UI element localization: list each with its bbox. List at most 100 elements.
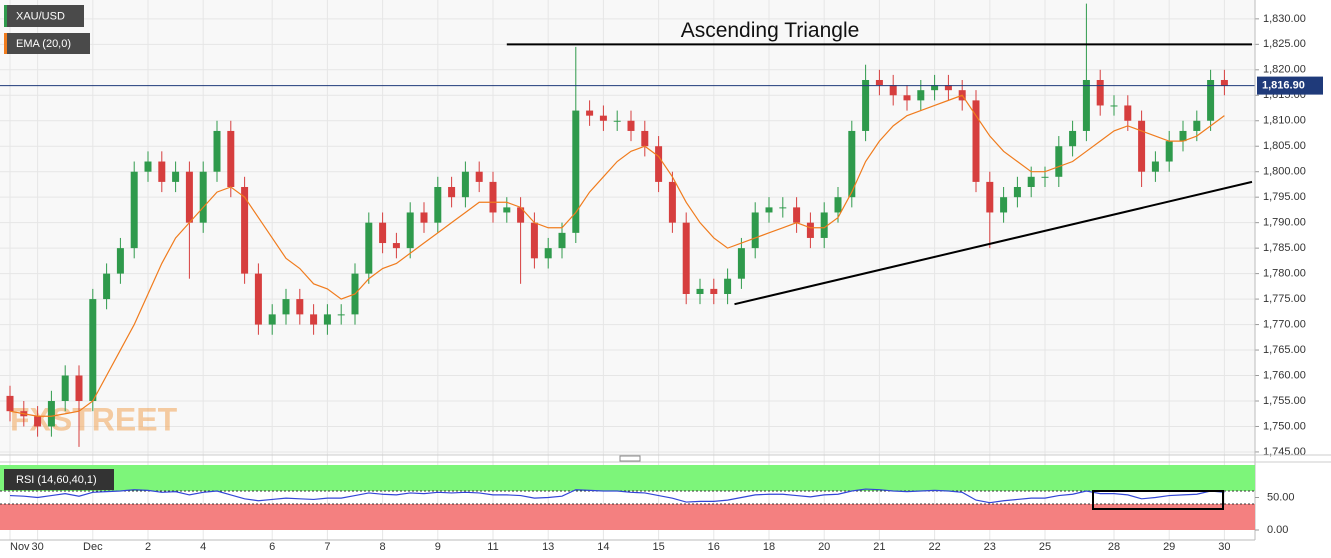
candle-body bbox=[323, 314, 331, 325]
candle-body bbox=[737, 248, 745, 279]
candle-body bbox=[586, 110, 594, 116]
main-pane: 1,745.00 1,750.00 1,755.00 1,760.00 1,765.00… bbox=[0, 3, 1323, 458]
x-tick-label: 28 bbox=[1108, 541, 1120, 553]
candle-body bbox=[544, 248, 552, 259]
x-tick-label: 13 bbox=[542, 541, 554, 553]
x-tick-label: Dec bbox=[83, 541, 103, 553]
candle-body bbox=[254, 273, 262, 325]
candle-body bbox=[820, 212, 828, 238]
candle-body bbox=[1207, 79, 1215, 121]
candle-body bbox=[172, 171, 180, 182]
y-tick-label: 1,775.00 bbox=[1263, 293, 1306, 305]
x-tick-label: 30 bbox=[1218, 541, 1230, 553]
candle-body bbox=[1110, 105, 1118, 107]
candle-body bbox=[1027, 176, 1035, 187]
y-tick-label: 1,755.00 bbox=[1263, 395, 1306, 407]
candle-body bbox=[34, 416, 42, 427]
y-tick-label: 1,825.00 bbox=[1263, 38, 1306, 50]
candle-body bbox=[765, 207, 773, 213]
candle-body bbox=[1138, 120, 1146, 172]
candle-body bbox=[89, 299, 97, 401]
candle-body bbox=[903, 95, 911, 101]
x-tick-label: 6 bbox=[269, 541, 275, 553]
candle-body bbox=[1179, 130, 1187, 142]
candle-body bbox=[6, 395, 14, 412]
candle-body bbox=[558, 232, 566, 249]
candle-body bbox=[379, 222, 387, 244]
y-tick-label: 1,780.00 bbox=[1263, 268, 1306, 280]
candle-body bbox=[406, 212, 414, 249]
legend-label: XAU/USD bbox=[16, 10, 65, 22]
candle-body bbox=[489, 181, 497, 213]
candle-body bbox=[199, 171, 207, 223]
candle-body bbox=[806, 222, 814, 238]
y-tick-label: 1,745.00 bbox=[1263, 446, 1306, 458]
candle-body bbox=[1220, 79, 1228, 86]
candle-body bbox=[1069, 130, 1077, 147]
candle-body bbox=[61, 375, 69, 401]
candle-body bbox=[75, 375, 83, 401]
candle-body bbox=[724, 278, 732, 294]
candle-body bbox=[751, 212, 759, 249]
candle-body bbox=[972, 100, 980, 182]
x-tick-label: 29 bbox=[1163, 541, 1175, 553]
candle-body bbox=[420, 212, 428, 223]
candle-body bbox=[1041, 176, 1049, 178]
candle-body bbox=[503, 207, 511, 213]
candle-body bbox=[185, 171, 193, 223]
candle-body bbox=[613, 120, 621, 122]
candle-body bbox=[130, 171, 138, 249]
y-tick-label: 50.00 bbox=[1267, 491, 1295, 503]
x-tick-label: 18 bbox=[763, 541, 775, 553]
candle-body bbox=[530, 222, 538, 259]
candle-body bbox=[793, 207, 801, 223]
candle-body bbox=[779, 207, 787, 209]
y-tick-label: 1,830.00 bbox=[1263, 13, 1306, 25]
resize-handle[interactable] bbox=[619, 455, 641, 462]
rsi-pane: 0.00 50.00 bbox=[0, 465, 1295, 536]
candle-body bbox=[682, 222, 690, 294]
candle-body bbox=[862, 79, 870, 131]
candle-body bbox=[572, 110, 580, 233]
grid bbox=[0, 0, 1255, 540]
y-tick-label: 1,770.00 bbox=[1263, 318, 1306, 330]
candle-body bbox=[448, 186, 456, 198]
candle-body bbox=[241, 186, 249, 274]
candle-body bbox=[268, 314, 276, 325]
y-tick-label: 1,760.00 bbox=[1263, 369, 1306, 381]
trend-line bbox=[734, 180, 1253, 306]
x-tick-label: 2 bbox=[145, 541, 151, 553]
candle-body bbox=[696, 288, 704, 294]
candle-body bbox=[986, 181, 994, 213]
plot-area bbox=[0, 0, 1255, 455]
candle-body bbox=[434, 186, 442, 223]
rsi-line bbox=[9, 488, 1225, 504]
lower-zone bbox=[0, 504, 1255, 530]
y-tick-label: 1,810.00 bbox=[1263, 115, 1306, 127]
legend-label: EMA (20,0) bbox=[16, 38, 71, 50]
y-tick-label: 0.00 bbox=[1267, 524, 1288, 536]
y-tick-label: 1,750.00 bbox=[1263, 420, 1306, 432]
x-tick-label: 14 bbox=[597, 541, 609, 553]
annotation: Ascending Triangle bbox=[681, 19, 860, 42]
candle-body bbox=[875, 79, 883, 86]
candle-body bbox=[296, 299, 304, 315]
x-tick-label: 30 bbox=[31, 541, 43, 553]
y-tick-label: 1,790.00 bbox=[1263, 217, 1306, 229]
candle-body bbox=[116, 248, 124, 274]
candle-body bbox=[931, 85, 939, 91]
x-tick-label: Nov bbox=[10, 541, 30, 553]
highlight-box bbox=[1092, 490, 1224, 510]
y-tick-label: 1,820.00 bbox=[1263, 64, 1306, 76]
candle-body bbox=[668, 181, 676, 223]
legend-swatch bbox=[4, 5, 7, 27]
x-tick-label: 11 bbox=[487, 541, 498, 553]
candle-body bbox=[1082, 79, 1090, 131]
x-tick-label: 7 bbox=[324, 541, 330, 553]
candle-body bbox=[227, 130, 235, 187]
candle-body bbox=[392, 243, 400, 249]
last-price-label: 1,816.90 bbox=[1262, 80, 1305, 92]
candle-body bbox=[1151, 161, 1159, 172]
x-tick-label: 25 bbox=[1039, 541, 1051, 553]
